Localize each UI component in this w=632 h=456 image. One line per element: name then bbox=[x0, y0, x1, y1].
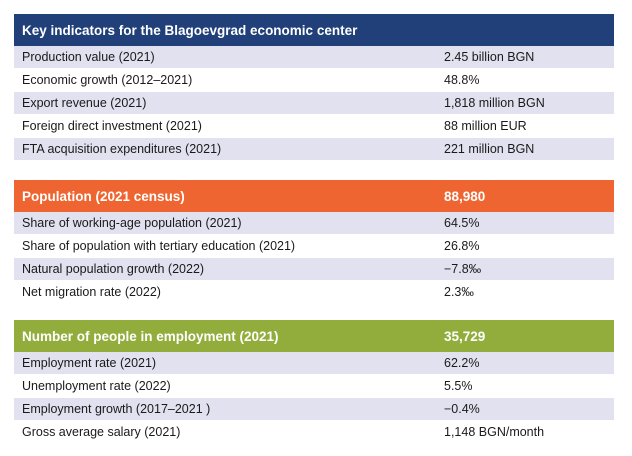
row-value: 221 million BGN bbox=[444, 142, 535, 156]
section-key-indicators: Key indicators for the Blagoevgrad econo… bbox=[14, 14, 614, 161]
row-value: 2.45 billion BGN bbox=[444, 50, 535, 64]
row-label: Net migration rate (2022) bbox=[22, 285, 161, 299]
section-header-value: 88,980 bbox=[444, 188, 486, 204]
row-value: −7.8‰ bbox=[444, 262, 482, 276]
row-label: FTA acquisition expenditures (2021) bbox=[22, 142, 222, 156]
section-header: Number of people in employment (2021) 35… bbox=[14, 320, 614, 352]
section-population: Population (2021 census) 88,980 Share of… bbox=[14, 180, 614, 304]
table-row: Unemployment rate (2022) 5.5% bbox=[14, 375, 614, 398]
row-value: 62.2% bbox=[444, 356, 480, 370]
row-value: −0.4% bbox=[444, 402, 480, 416]
row-value: 1,818 million BGN bbox=[444, 96, 545, 110]
table-row: Employment growth (2017–2021 ) −0.4% bbox=[14, 398, 614, 421]
row-label: Natural population growth (2022) bbox=[22, 262, 205, 276]
section-header-title: Key indicators for the Blagoevgrad econo… bbox=[22, 22, 358, 38]
row-label: Share of population with tertiary educat… bbox=[22, 239, 296, 253]
section-header-title: Number of people in employment (2021) bbox=[22, 328, 279, 344]
row-label: Economic growth (2012–2021) bbox=[22, 73, 193, 87]
row-label: Share of working-age population (2021) bbox=[22, 216, 242, 230]
row-value: 48.8% bbox=[444, 73, 480, 87]
row-label: Production value (2021) bbox=[22, 50, 155, 64]
row-value: 26.8% bbox=[444, 239, 480, 253]
section-header-title: Population (2021 census) bbox=[22, 188, 185, 204]
row-label: Gross average salary (2021) bbox=[22, 425, 181, 439]
table-row: Production value (2021) 2.45 billion BGN bbox=[14, 46, 614, 69]
row-label: Export revenue (2021) bbox=[22, 96, 147, 110]
table-row: Natural population growth (2022) −7.8‰ bbox=[14, 258, 614, 281]
section-header: Key indicators for the Blagoevgrad econo… bbox=[14, 14, 614, 46]
row-label: Employment rate (2021) bbox=[22, 356, 157, 370]
section-employment: Number of people in employment (2021) 35… bbox=[14, 320, 614, 444]
table-row: Employment rate (2021) 62.2% bbox=[14, 352, 614, 375]
section-header: Population (2021 census) 88,980 bbox=[14, 180, 614, 212]
row-value: 64.5% bbox=[444, 216, 480, 230]
table-row: Export revenue (2021) 1,818 million BGN bbox=[14, 92, 614, 115]
section-header-value: 35,729 bbox=[444, 328, 486, 344]
table-row: Economic growth (2012–2021) 48.8% bbox=[14, 69, 614, 92]
row-value: 88 million EUR bbox=[444, 119, 527, 133]
table-row: Gross average salary (2021) 1,148 BGN/mo… bbox=[14, 421, 614, 444]
row-label: Employment growth (2017–2021 ) bbox=[22, 402, 211, 416]
row-value: 1,148 BGN/month bbox=[444, 425, 545, 439]
row-label: Foreign direct investment (2021) bbox=[22, 119, 202, 133]
table-row: Share of working-age population (2021) 6… bbox=[14, 212, 614, 235]
table-row: Net migration rate (2022) 2.3‰ bbox=[14, 281, 614, 304]
row-value: 2.3‰ bbox=[444, 285, 474, 299]
table-row: FTA acquisition expenditures (2021) 221 … bbox=[14, 138, 614, 161]
row-label: Unemployment rate (2022) bbox=[22, 379, 171, 393]
table-row: Foreign direct investment (2021) 88 mill… bbox=[14, 115, 614, 138]
row-value: 5.5% bbox=[444, 379, 473, 393]
table-row: Share of population with tertiary educat… bbox=[14, 235, 614, 258]
